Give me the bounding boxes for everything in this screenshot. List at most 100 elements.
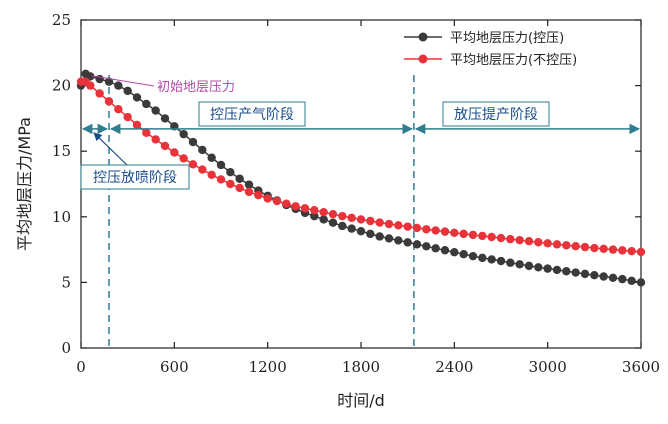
data-point <box>403 222 412 231</box>
data-point <box>132 93 142 102</box>
data-point <box>412 240 422 249</box>
y-tick-label: 15 <box>52 142 71 160</box>
data-point <box>496 256 506 266</box>
data-point <box>515 260 524 269</box>
data-point <box>468 230 478 240</box>
data-point <box>347 213 356 223</box>
data-point <box>440 227 450 236</box>
data-point <box>580 269 590 279</box>
y-axis-title: 平均地层压力/MPa <box>15 117 34 251</box>
data-point <box>104 77 114 86</box>
data-point <box>198 165 207 174</box>
y-tick-label: 20 <box>52 77 71 95</box>
data-point <box>198 145 207 155</box>
data-point <box>384 234 394 243</box>
data-point <box>179 129 188 139</box>
x-tick-label: 2400 <box>435 358 473 376</box>
data-point <box>543 264 552 273</box>
stage-box-control-release: 控压放喷阶段 <box>80 164 190 190</box>
y-tick-label: 25 <box>52 11 71 29</box>
data-point <box>412 223 422 233</box>
data-point <box>618 274 627 284</box>
x-tick-label: 600 <box>160 358 189 376</box>
y-tick-label: 0 <box>61 339 71 357</box>
data-point <box>235 183 244 193</box>
data-point <box>151 106 160 115</box>
x-tick-label: 1800 <box>342 358 380 376</box>
legend-label-uncontrolled: 平均地层压力(不控压) <box>450 53 577 68</box>
data-point <box>216 160 226 170</box>
data-point <box>170 148 179 157</box>
data-point <box>375 232 384 241</box>
data-point <box>534 238 543 247</box>
data-point <box>375 218 384 227</box>
data-point <box>627 246 636 256</box>
data-point <box>618 246 627 255</box>
data-point <box>160 141 170 151</box>
data-point <box>310 211 319 221</box>
data-point <box>468 251 478 261</box>
data-point <box>608 245 618 254</box>
data-point <box>123 86 132 96</box>
data-point <box>95 89 104 98</box>
axis-ticks: 0 600 1200 1800 2400 3000 3600 0 5 10 15 20 25 <box>52 11 660 376</box>
data-point <box>328 209 338 219</box>
data-point <box>272 196 282 206</box>
data-point <box>450 228 459 238</box>
data-point <box>319 215 328 224</box>
data-point <box>524 237 534 246</box>
data-point <box>300 204 310 213</box>
data-point <box>114 105 123 114</box>
x-tick-label: 0 <box>76 358 86 376</box>
data-point <box>590 270 599 280</box>
data-point <box>394 236 403 245</box>
data-point <box>347 224 356 233</box>
data-point <box>515 235 524 245</box>
data-point <box>543 239 552 248</box>
data-point <box>366 216 375 226</box>
data-point <box>244 187 254 197</box>
data-point <box>151 135 160 144</box>
data-point <box>179 154 188 163</box>
data-point <box>487 255 496 264</box>
legend-marker-controlled <box>418 32 428 42</box>
data-point <box>263 194 272 203</box>
y-tick-label: 5 <box>61 273 71 291</box>
initial-pressure-label: 初始地层压力 <box>157 80 235 95</box>
data-point <box>552 265 562 275</box>
data-point <box>422 225 431 234</box>
data-point <box>627 276 636 286</box>
initial-pressure-leader <box>91 75 155 87</box>
data-point <box>226 179 235 189</box>
data-point <box>562 267 571 276</box>
series-uncontrolled <box>76 77 646 257</box>
data-point <box>571 241 580 251</box>
data-point <box>459 229 468 239</box>
data-point <box>478 253 487 263</box>
annotations <box>81 75 641 166</box>
data-point <box>636 247 646 257</box>
data-point <box>459 249 468 259</box>
data-point <box>580 242 590 252</box>
data-point <box>207 170 216 180</box>
stage-label-release-production: 放压提产阶段 <box>454 107 538 123</box>
data-point <box>431 226 440 235</box>
data-point <box>104 97 114 106</box>
stage-box-control-production: 控压产气阶段 <box>198 101 306 127</box>
data-point <box>86 81 95 90</box>
data-point <box>552 240 562 249</box>
x-tick-label: 3000 <box>529 358 567 376</box>
data-point <box>608 273 618 283</box>
series-layer <box>76 69 646 287</box>
data-point <box>524 261 534 271</box>
data-point <box>506 234 515 244</box>
stage-pointer-arrow <box>93 132 128 166</box>
data-point <box>636 278 646 287</box>
data-point <box>188 160 198 169</box>
data-point <box>590 243 599 253</box>
stage-label-control-release: 控压放喷阶段 <box>93 170 177 186</box>
stage-label-control-production: 控压产气阶段 <box>210 107 294 123</box>
data-point <box>356 215 366 224</box>
data-point <box>310 206 319 215</box>
